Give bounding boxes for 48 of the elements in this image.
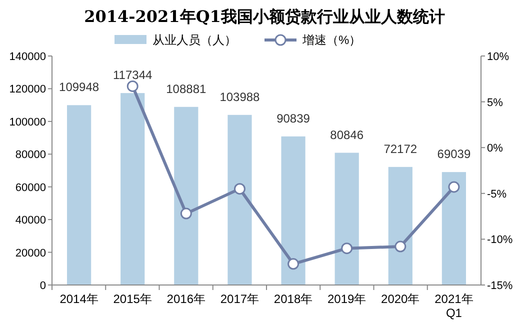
y-tick-label: 120000 [9, 84, 46, 96]
x-tick-label: 2017年 [220, 292, 260, 306]
point [394, 240, 406, 252]
point [180, 208, 192, 220]
y-tick-label: 40000 [15, 214, 46, 227]
y-tick-label: 60000 [15, 182, 46, 194]
point [234, 183, 246, 195]
data-label: 90839 [276, 111, 310, 126]
y2-tick-label: 5% [487, 96, 504, 109]
bar [281, 136, 306, 285]
y2-tick-label: -5% [487, 188, 507, 200]
point [341, 242, 353, 254]
bar [66, 105, 92, 285]
bar [120, 93, 145, 285]
y2-tick-label: 10% [487, 51, 510, 63]
x-tick-label: 2021年 Q1 [434, 292, 474, 320]
y2-tick-label: 0% [487, 142, 504, 155]
chart-title: 2014-2021年Q1我国小额贷款行业从业人数统计 [84, 7, 445, 26]
bar [388, 166, 412, 285]
point [288, 258, 300, 270]
x-tick-label: 2015年 [113, 292, 152, 306]
bar [442, 172, 466, 285]
bar [228, 114, 252, 285]
y-tick-label: 100000 [9, 116, 46, 128]
bar [174, 106, 198, 285]
legend-label: 增速（%） [302, 33, 362, 47]
y2-tick-label: -10% [487, 234, 513, 246]
data-label: 117344 [113, 68, 153, 82]
x-tick-label: 2014年 [60, 292, 98, 306]
y-tick-label: 0 [40, 280, 46, 292]
data-label: 103988 [220, 90, 260, 104]
y-tick-label: 80000 [15, 149, 46, 162]
data-label: 72172 [384, 142, 418, 156]
data-label: 69039 [437, 147, 471, 162]
data-label: 109948 [59, 80, 100, 94]
legend-label: 从业人员（人） [152, 33, 236, 47]
y-tick-label: 20000 [15, 247, 46, 260]
y2-tick-label: -15% [487, 280, 513, 292]
x-tick-label: 2020年 [381, 292, 420, 306]
point [448, 181, 460, 193]
point [126, 80, 138, 92]
x-tick-label: 2016年 [166, 292, 206, 306]
data-label: 108881 [166, 82, 207, 96]
x-tick-label: 2019年 [327, 292, 366, 306]
y-tick-label: 140000 [9, 51, 46, 63]
bar [334, 152, 359, 285]
x-tick-label: 2018年 [274, 292, 313, 306]
data-label: 80846 [330, 128, 364, 142]
